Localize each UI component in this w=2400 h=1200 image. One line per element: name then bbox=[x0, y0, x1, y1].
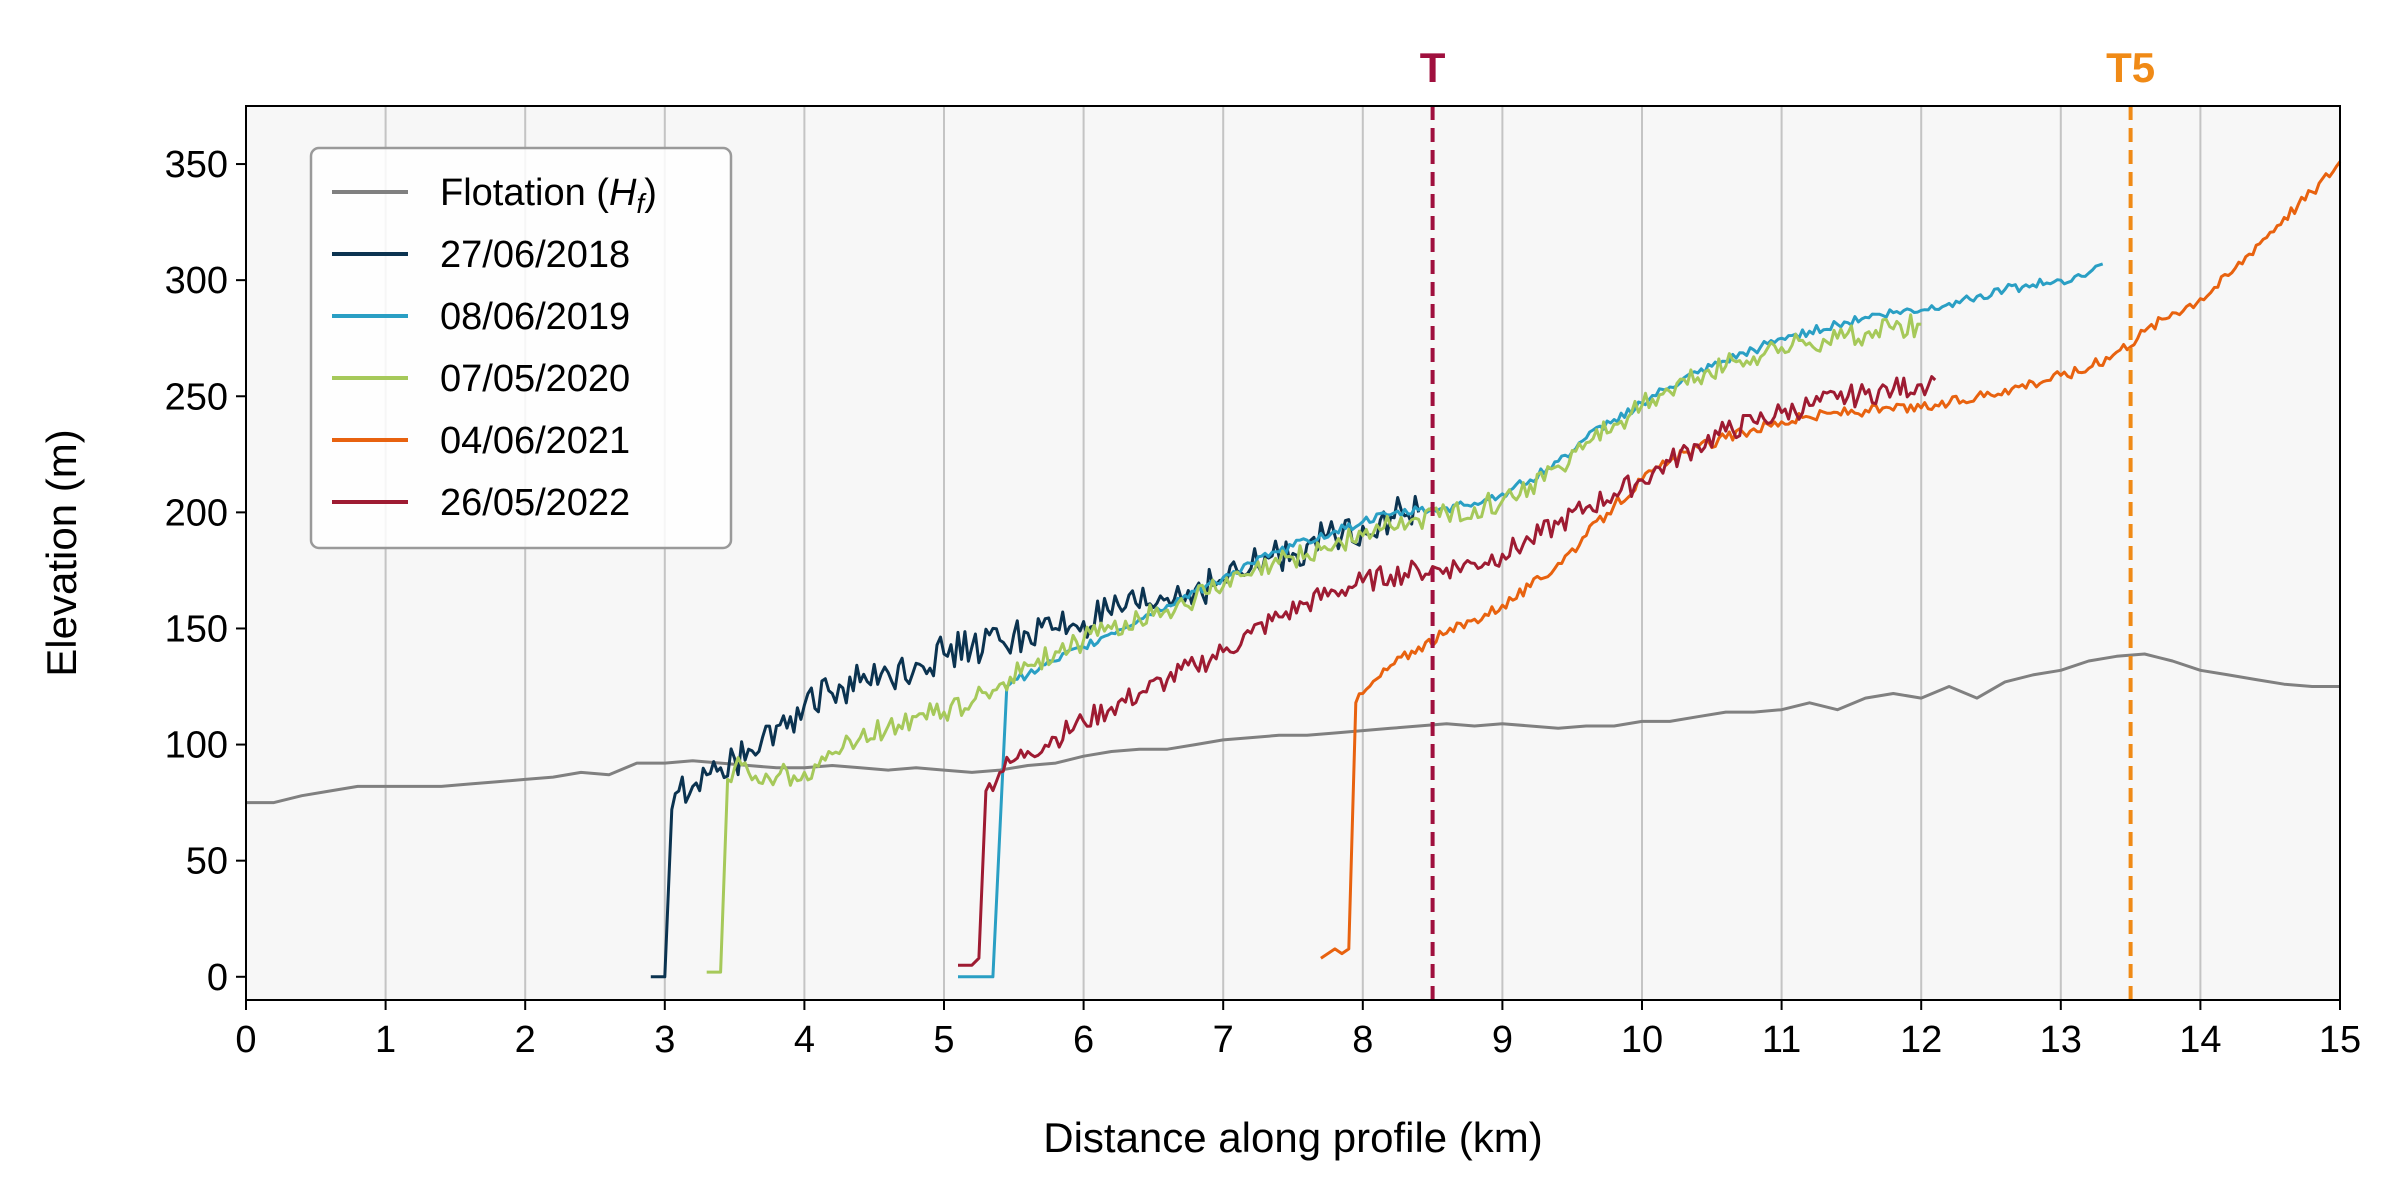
x-tick-label: 15 bbox=[2319, 1019, 2361, 1061]
y-tick-label: 150 bbox=[165, 608, 228, 650]
x-tick-label: 9 bbox=[1492, 1019, 1513, 1061]
legend-label-04-06-2021: 04/06/2021 bbox=[440, 420, 630, 462]
series-line-26-05-2022 bbox=[958, 375, 1937, 967]
x-tick-label: 13 bbox=[2040, 1019, 2082, 1061]
legend: Flotation (Hf) 27/06/2018 08/06/2019 07/05/… bbox=[309, 146, 733, 550]
x-tick-label: 8 bbox=[1352, 1019, 1373, 1061]
y-tick-label: 350 bbox=[165, 144, 228, 186]
legend-label-08-06-2019: 08/06/2019 bbox=[440, 296, 630, 338]
x-tick-label: 2 bbox=[515, 1019, 536, 1061]
legend-label-flotation-h-f: Flotation (Hf) bbox=[440, 172, 657, 219]
marker-label-t: T bbox=[1420, 44, 1446, 91]
marker-label-t5: T5 bbox=[2106, 44, 2155, 91]
x-axis-label: Distance along profile (km) bbox=[1043, 1114, 1543, 1161]
x-tick-label: 11 bbox=[1762, 1019, 1801, 1061]
legend-label-27-06-2018: 27/06/2018 bbox=[440, 234, 630, 276]
series-line-27-06-2018 bbox=[650, 494, 1421, 979]
x-tick-label: 7 bbox=[1213, 1019, 1234, 1061]
x-tick-label: 1 bbox=[375, 1019, 396, 1061]
x-tick-label: 6 bbox=[1073, 1019, 1094, 1061]
legend-box bbox=[309, 146, 733, 550]
plot-frame bbox=[245, 105, 2341, 1001]
vertical-markers: T T5 bbox=[1420, 44, 2155, 1000]
y-tick-label: 50 bbox=[186, 841, 228, 883]
x-tick-label: 12 bbox=[1900, 1019, 1942, 1061]
x-tick-label: 14 bbox=[2179, 1019, 2221, 1061]
y-axis-label: Elevation (m) bbox=[38, 429, 85, 676]
x-tick-label: 10 bbox=[1621, 1019, 1663, 1061]
x-tick-label: 3 bbox=[654, 1019, 675, 1061]
y-tick-label: 100 bbox=[165, 725, 228, 767]
series-lines bbox=[246, 160, 2342, 979]
axis-ticks: 0 1 2 3 4 5 6 7 8 9 10 11 12 13 14 15050100150200250300… bbox=[165, 144, 2362, 1061]
series-line-04-06-2021 bbox=[1320, 160, 2342, 960]
y-tick-label: 250 bbox=[165, 376, 228, 418]
y-tick-label: 200 bbox=[165, 492, 228, 534]
legend-label-26-05-2022: 26/05/2022 bbox=[440, 482, 630, 524]
legend-label-07-05-2020: 07/05/2020 bbox=[440, 358, 630, 400]
x-tick-label: 5 bbox=[933, 1019, 954, 1061]
x-tick-label: 0 bbox=[235, 1019, 256, 1061]
x-tick-label: 4 bbox=[794, 1019, 815, 1061]
series-line-07-05-2020 bbox=[706, 313, 1922, 974]
y-tick-label: 300 bbox=[165, 260, 228, 302]
y-tick-label: 0 bbox=[207, 957, 228, 999]
series-line-flotation-h-f bbox=[246, 652, 2340, 805]
